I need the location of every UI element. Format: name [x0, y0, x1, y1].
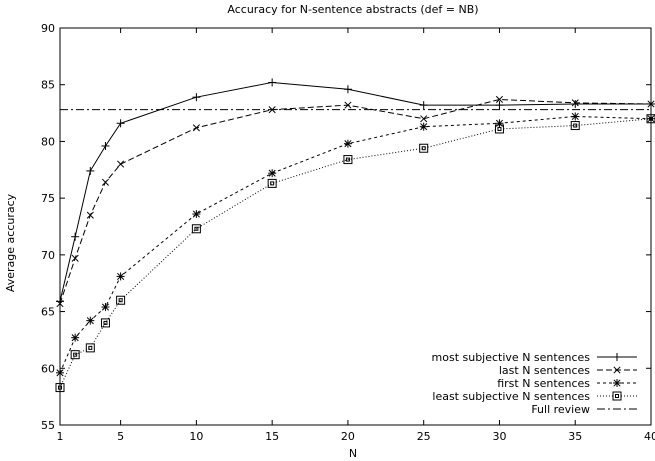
series-2-point: [56, 300, 64, 308]
series-2-point: [117, 160, 125, 168]
series-3-point: [419, 122, 428, 131]
series-4-point: [267, 178, 277, 188]
y-axis-title: Average accuracy: [4, 193, 17, 292]
x-axis-title: N: [349, 447, 357, 460]
series-line-1: [59, 81, 651, 302]
x-tick-label: 30: [492, 430, 506, 443]
series-4-point: [191, 224, 201, 234]
x-tick-label: 20: [341, 430, 355, 443]
series-1-point: [268, 78, 277, 87]
series-3-point: [343, 139, 352, 148]
series-line-2: [59, 98, 652, 304]
x-tick-label: 25: [417, 430, 431, 443]
y-tick-label: 55: [41, 419, 55, 432]
series-4-point: [646, 114, 655, 124]
x-tick-label: 15: [265, 430, 279, 443]
series-3-point: [86, 316, 95, 325]
series-2-point: [420, 115, 428, 123]
series-4-point: [100, 318, 110, 328]
series-1-point: [101, 141, 110, 150]
series-1-point: [86, 166, 95, 175]
series-3-point: [192, 210, 201, 219]
chart-title: Accuracy for N-sentence abstracts (def =…: [227, 3, 478, 16]
series-line-3: [59, 115, 652, 374]
series-4-point: [419, 143, 429, 153]
series-1-point: [571, 99, 580, 108]
y-tick-label: 60: [41, 362, 55, 375]
series-1-point: [71, 232, 80, 241]
series-3-point: [495, 119, 504, 128]
series-3-point: [71, 333, 80, 342]
x-tick-label: 5: [117, 430, 124, 443]
legend-label: most subjective N sentences: [432, 351, 591, 364]
series-1-point: [419, 101, 428, 110]
y-tick-label: 80: [41, 135, 55, 148]
x-tick-label: 1: [57, 430, 64, 443]
legend-marker: [612, 391, 622, 401]
legend-marker: [613, 353, 621, 361]
y-tick-label: 65: [41, 306, 55, 319]
series-1-point: [343, 85, 352, 94]
series-4-point: [494, 124, 504, 134]
legend-label: Full review: [531, 403, 590, 416]
series-3-point: [268, 169, 277, 178]
legend-marker: [613, 379, 621, 387]
y-tick-label: 90: [41, 22, 55, 35]
series-1-point: [495, 101, 504, 110]
series-4-point: [570, 121, 580, 131]
series-3-point: [56, 368, 64, 377]
series-2-point: [86, 211, 94, 219]
series-4-point: [116, 295, 126, 305]
y-tick-label: 75: [41, 192, 55, 205]
series-1-point: [116, 119, 125, 128]
series-4-point: [343, 155, 353, 165]
legend-label: first N sentences: [497, 377, 590, 390]
x-tick-label: 35: [568, 430, 582, 443]
series-4-point: [55, 383, 65, 393]
legend-label: last N sentences: [499, 364, 590, 377]
series-3-point: [571, 112, 580, 121]
series-2-point: [571, 99, 579, 107]
series-2-point: [192, 124, 200, 132]
series-3-point: [101, 303, 110, 312]
series-2-point: [344, 101, 352, 109]
y-tick-label: 70: [41, 249, 55, 262]
legend-marker: [613, 366, 621, 374]
x-tick-label: 40: [644, 430, 655, 443]
series-1-point: [192, 93, 201, 102]
series-4-point: [85, 343, 95, 353]
x-tick-label: 10: [189, 430, 203, 443]
series-2-point: [495, 95, 504, 104]
series-2-point: [647, 100, 655, 108]
series-2-point: [101, 178, 110, 186]
series-2-point: [71, 254, 79, 262]
legend-label: least subjective N sentences: [432, 390, 590, 403]
series-3-point: [116, 272, 125, 281]
y-tick-label: 85: [41, 79, 55, 92]
series-4-point: [70, 350, 80, 360]
plot-frame: [59, 27, 652, 426]
